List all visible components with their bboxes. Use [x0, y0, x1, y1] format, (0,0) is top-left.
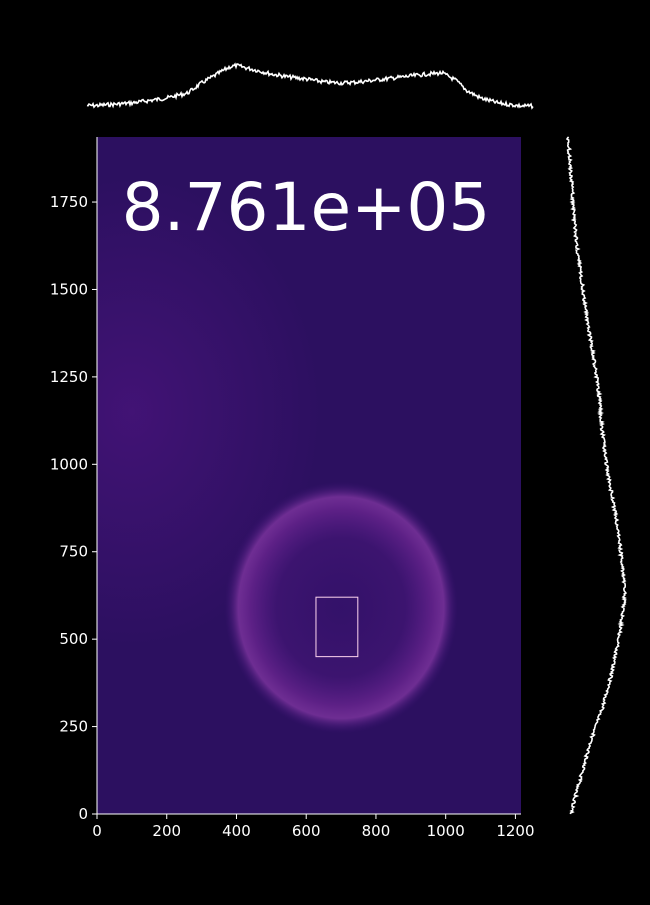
x-tick-label: 800: [362, 822, 391, 840]
roi-rectangle: [315, 596, 359, 658]
x-profile-line: [86, 62, 534, 110]
x-axis: 0 200 400 600 800 1000 1200: [92, 813, 535, 840]
y-tick-label: 1750: [50, 193, 88, 211]
overlay-value: 8.761e+05: [122, 169, 491, 246]
y-profile-line: [565, 136, 628, 815]
y-tick-label: 0: [78, 805, 88, 823]
y-tick-label: 1500: [50, 280, 88, 298]
y-tick-label: 500: [59, 630, 88, 648]
plot-area: 8.761e+05: [97, 137, 521, 814]
x-tick-label: 1200: [496, 822, 534, 840]
y-tick-label: 250: [59, 718, 88, 736]
x-tick-label: 200: [152, 822, 181, 840]
y-tick-label: 1250: [50, 368, 88, 386]
heatmap-ring: [224, 481, 458, 734]
x-tick-label: 600: [292, 822, 321, 840]
x-tick-label: 1000: [427, 822, 465, 840]
x-tick-label: 400: [222, 822, 251, 840]
x-tick-label: 0: [92, 822, 102, 840]
y-tick-label: 750: [59, 543, 88, 561]
y-axis: 0 250 500 750 1000 1250 1500 1750: [50, 137, 98, 823]
y-tick-label: 1000: [50, 455, 88, 473]
